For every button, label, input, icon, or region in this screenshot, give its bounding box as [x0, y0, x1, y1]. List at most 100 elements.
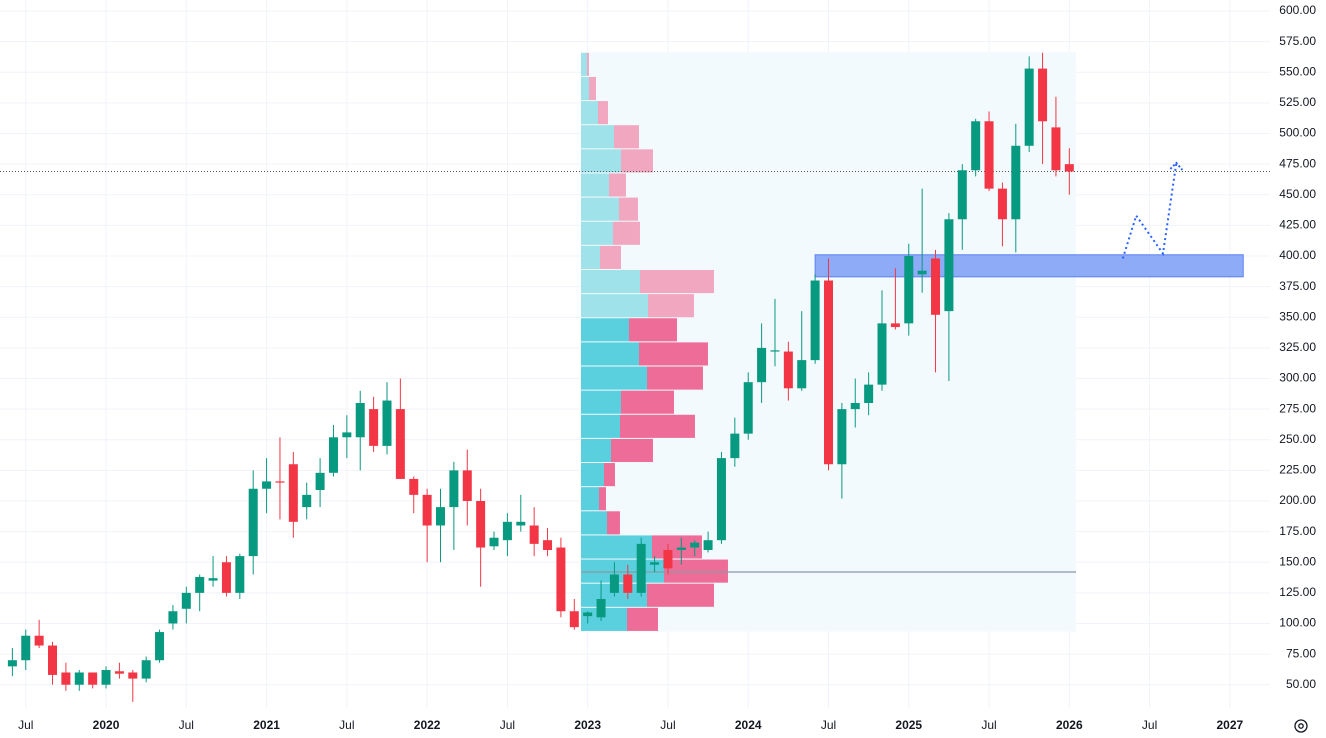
x-tick-label: 2020 [93, 718, 120, 732]
profile-up-volume [580, 438, 611, 463]
candle-body [797, 360, 807, 389]
y-tick-label: 250.00 [1279, 432, 1316, 446]
candle-body [155, 632, 165, 661]
candle-body [342, 432, 352, 438]
x-tick-label: Jul [179, 718, 194, 732]
y-tick-label: 475.00 [1279, 156, 1316, 170]
profile-down-volume [620, 149, 653, 173]
candles [7, 52, 1074, 702]
x-tick-label: Jul [821, 718, 836, 732]
candle-body [556, 547, 566, 612]
profile-up-volume [580, 245, 600, 269]
candle-body [917, 270, 927, 275]
y-tick-label: 325.00 [1279, 340, 1316, 354]
profile-down-volume [663, 559, 728, 583]
candle-body [395, 409, 405, 479]
candle-body [7, 660, 17, 667]
x-tick-label: Jul [18, 718, 33, 732]
candle-body [971, 121, 981, 171]
candle-body [235, 556, 245, 593]
candle-body [743, 382, 753, 434]
profile-down-volume [598, 487, 606, 511]
support-zone [814, 254, 1244, 278]
y-tick-label: 550.00 [1279, 64, 1316, 78]
candle-body [462, 470, 472, 501]
profile-up-volume [580, 414, 620, 438]
candle-body [650, 562, 660, 565]
candle-body [703, 540, 713, 550]
candle-body [730, 433, 740, 459]
candle-body [716, 458, 726, 541]
candle-body [609, 574, 619, 593]
candle-body [676, 547, 686, 550]
candle-body [997, 188, 1007, 220]
profile-down-volume [599, 245, 621, 269]
profile-up-volume [580, 76, 589, 101]
y-tick-label: 525.00 [1279, 95, 1316, 109]
y-tick-label: 425.00 [1279, 218, 1316, 232]
profile-down-volume [646, 583, 714, 607]
x-tick-label: 2023 [574, 718, 601, 732]
candle-body [302, 494, 312, 508]
candle-body [543, 540, 553, 550]
candle-body [850, 402, 860, 410]
candle-body [275, 481, 285, 483]
candle-body [436, 507, 446, 526]
profile-up-volume [580, 294, 648, 318]
candle-body [409, 478, 419, 495]
candle-body [569, 611, 579, 628]
x-tick-label: Jul [339, 718, 354, 732]
profile-down-volume [619, 414, 695, 438]
candle-body [944, 219, 954, 312]
candle-body [48, 645, 58, 675]
y-tick-label: 300.00 [1279, 371, 1316, 385]
profile-up-volume [580, 318, 629, 342]
candle-body [583, 612, 593, 617]
y-tick-label: 50.00 [1286, 677, 1316, 691]
profile-up-volume [580, 125, 614, 149]
profile-down-volume [606, 511, 620, 535]
profile-up-volume [580, 342, 639, 366]
candle-body [823, 280, 833, 465]
candle-body [516, 521, 526, 526]
profile-down-volume [620, 390, 674, 414]
candle-body [757, 347, 767, 383]
candle-body [957, 170, 967, 220]
profile-up-volume [580, 511, 607, 535]
x-tick-label: Jul [500, 718, 515, 732]
candle-body [636, 543, 646, 593]
candle-body [328, 437, 338, 473]
candle-body [61, 672, 71, 685]
candle-body [690, 542, 700, 548]
candle-body [890, 323, 900, 328]
profile-up-volume [580, 221, 613, 245]
profile-up-volume [580, 463, 604, 487]
settings-button[interactable] [1294, 719, 1308, 733]
candle-body [1011, 145, 1021, 220]
x-tick-label: 2026 [1056, 718, 1083, 732]
x-tick-label: 2024 [735, 718, 762, 732]
x-tick-label: Jul [660, 718, 675, 732]
candle-body [1038, 68, 1048, 122]
y-tick-label: 500.00 [1279, 126, 1316, 140]
profile-down-volume [588, 76, 596, 101]
candle-body [663, 549, 673, 569]
candle-body [262, 481, 272, 489]
x-tick-label: 2022 [414, 718, 441, 732]
candle-body [74, 672, 84, 685]
candle-body [168, 611, 178, 624]
candle-body [288, 464, 298, 522]
y-tick-label: 125.00 [1279, 585, 1316, 599]
candle-body [984, 121, 994, 189]
candle-body [502, 521, 512, 541]
profile-up-volume [580, 52, 587, 76]
profile-up-volume [580, 173, 609, 197]
candle-body [770, 350, 780, 352]
candle-body [34, 635, 44, 646]
profile-down-volume [639, 269, 714, 294]
profile-down-volume [586, 52, 589, 76]
profile-up-volume [580, 366, 647, 390]
profile-down-volume [597, 101, 608, 125]
candle-body [141, 660, 151, 679]
